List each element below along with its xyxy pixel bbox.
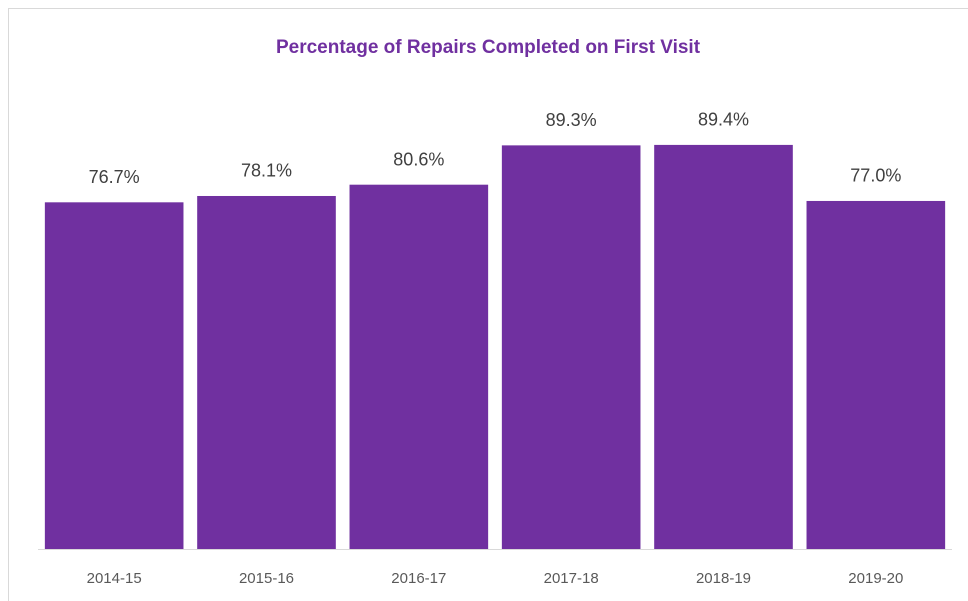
x-tick-label: 2019-20 xyxy=(848,570,903,587)
bar xyxy=(806,200,946,549)
chart-title: Percentage of Repairs Completed on First… xyxy=(276,37,701,58)
x-tick-label: 2015-16 xyxy=(239,570,294,587)
x-tick-label: 2014-15 xyxy=(87,570,142,587)
x-tick-label: 2016-17 xyxy=(391,570,446,587)
value-label: 78.1% xyxy=(241,161,292,181)
bar xyxy=(654,144,793,550)
bar xyxy=(44,202,184,550)
bar xyxy=(501,145,641,549)
value-label: 89.3% xyxy=(546,110,597,130)
value-label: 76.7% xyxy=(89,167,140,187)
bar xyxy=(197,195,336,549)
bar xyxy=(349,184,489,550)
value-label: 77.0% xyxy=(850,166,901,186)
x-tick-label: 2018-19 xyxy=(696,570,751,587)
value-label: 89.4% xyxy=(698,110,749,130)
value-label: 80.6% xyxy=(393,149,444,169)
x-tick-label: 2017-18 xyxy=(544,570,599,587)
